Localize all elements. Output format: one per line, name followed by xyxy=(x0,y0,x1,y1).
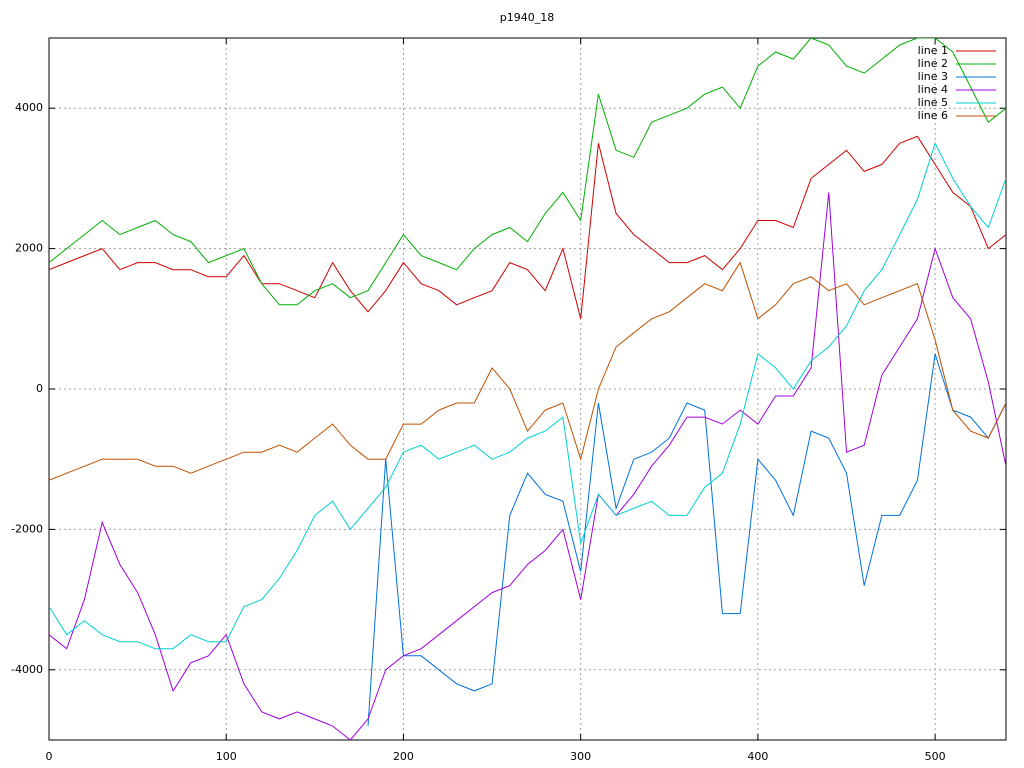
y-tick-label: 2000 xyxy=(15,242,43,255)
x-tick-label: 300 xyxy=(570,750,591,763)
x-tick-label: 400 xyxy=(747,750,768,763)
series-line xyxy=(49,38,1006,306)
series-line xyxy=(49,141,1006,650)
y-tick-label: -2000 xyxy=(11,522,43,535)
series-line xyxy=(49,135,1006,319)
x-tick-label: 500 xyxy=(925,750,946,763)
legend-label: line 4 xyxy=(918,83,948,96)
legend-label: line 5 xyxy=(918,96,948,109)
legend-label: line 1 xyxy=(918,44,948,57)
series-line xyxy=(49,192,1006,740)
x-tick-label: 200 xyxy=(393,750,414,763)
plot-area xyxy=(49,38,1006,740)
legend-label: line 6 xyxy=(918,109,948,122)
series-line xyxy=(367,353,1006,727)
x-tick-label: 100 xyxy=(216,750,237,763)
legend-label: line 3 xyxy=(918,70,948,83)
legend-label: line 2 xyxy=(918,57,948,70)
y-tick-label: 0 xyxy=(36,382,43,395)
x-tick-label: 0 xyxy=(46,750,53,763)
series-line xyxy=(49,261,1006,481)
plot-frame xyxy=(48,37,1007,741)
y-tick-label: 4000 xyxy=(15,101,43,114)
chart-title: p1940_18 xyxy=(500,11,554,24)
y-tick-label: -4000 xyxy=(11,663,43,676)
